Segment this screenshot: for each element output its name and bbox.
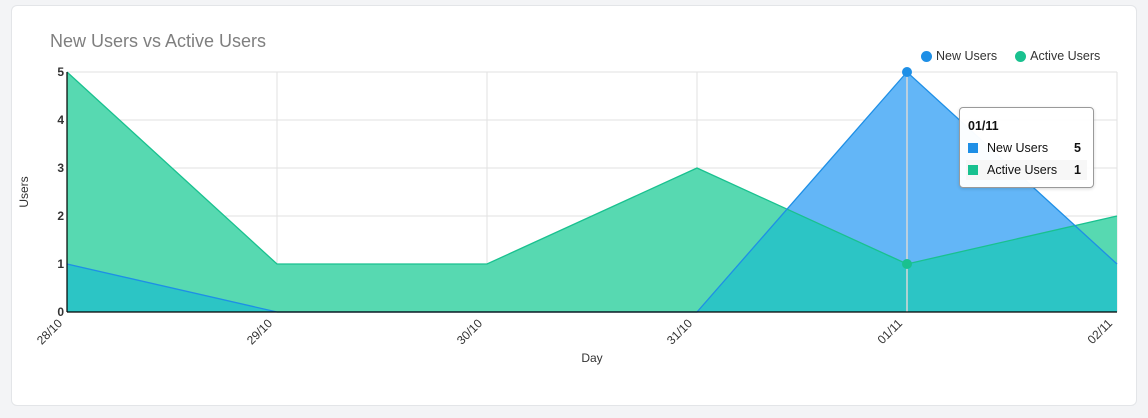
chart-title: New Users vs Active Users	[50, 31, 267, 51]
tooltip-label-new-users: New Users	[987, 141, 1049, 155]
tooltip-swatch-active-users-icon	[968, 165, 978, 175]
tooltip-value-new-users: 5	[1074, 141, 1081, 155]
x-tick-label: 30/10	[454, 316, 485, 347]
y-tick-label: 2	[57, 209, 64, 223]
legend-item-active-users[interactable]: Active Users	[1015, 49, 1100, 63]
point-active-users	[902, 259, 912, 269]
legend-label-active-users: Active Users	[1030, 49, 1101, 63]
tooltip-value-active-users: 1	[1074, 163, 1081, 177]
chart-tooltip: 01/11 New Users 5 Active Users 1	[959, 107, 1094, 188]
x-tick-label: 01/11	[875, 316, 906, 347]
y-tick-label: 4	[57, 113, 64, 127]
x-axis-label: Day	[581, 351, 602, 365]
y-tick-label: 0	[57, 305, 64, 319]
area-overlap	[67, 209, 1117, 312]
tooltip-row-active-users: Active Users 1	[966, 160, 1087, 180]
tooltip-swatch-new-users-icon	[968, 143, 978, 153]
y-axis-label: Users	[17, 176, 31, 207]
y-tick-label: 5	[57, 65, 64, 79]
tooltip-title: 01/11	[968, 119, 999, 133]
chart-legend: New Users Active Users	[921, 49, 1100, 63]
tooltip-label-active-users: Active Users	[987, 163, 1058, 177]
x-tick-label: 29/10	[244, 316, 275, 347]
x-tick-label: 02/11	[1085, 316, 1116, 347]
tooltip-row-new-users: New Users 5	[966, 138, 1087, 158]
y-tick-label: 3	[57, 161, 64, 175]
y-tick-label: 1	[57, 257, 64, 271]
legend-dot-active-users-icon	[1015, 50, 1027, 62]
x-tick-label: 31/10	[664, 316, 695, 347]
legend-dot-new-users-icon	[921, 50, 932, 62]
line-active-users	[66, 71, 1118, 265]
x-tick-label: 28/10	[34, 316, 65, 347]
point-new-users	[902, 67, 912, 77]
legend-item-new-users[interactable]: New Users	[921, 49, 997, 63]
legend-label-new-users: New Users	[936, 49, 998, 63]
